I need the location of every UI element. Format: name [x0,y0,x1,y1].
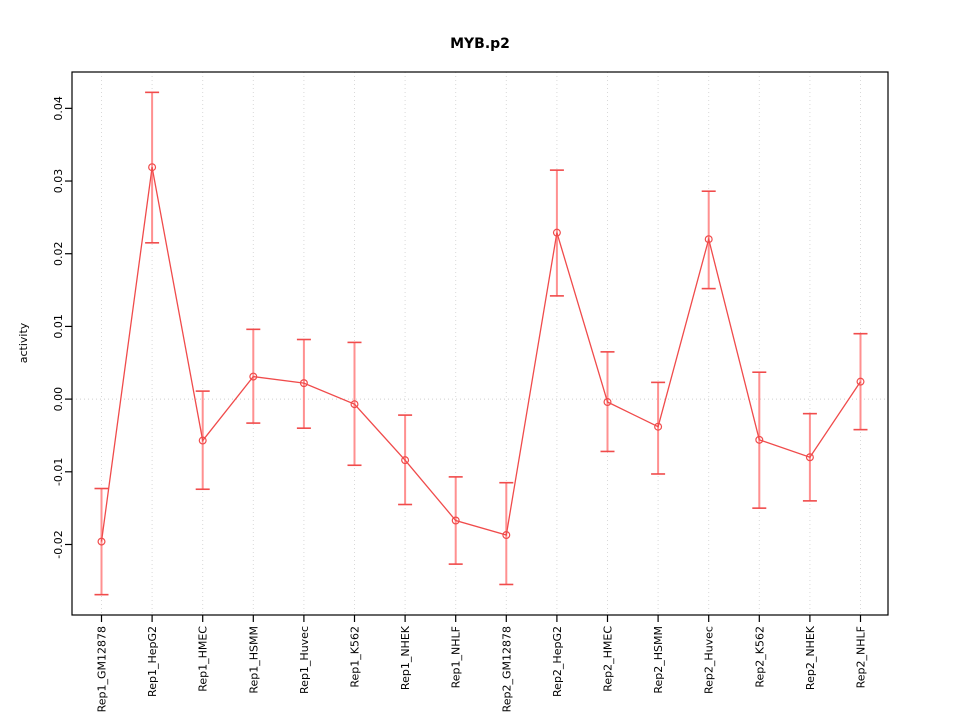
data-point [552,228,561,237]
data-point [654,422,663,431]
x-tick-label: Rep1_GM12878 [96,626,109,712]
data-point [603,398,612,407]
x-tick-label: Rep2_NHEK [804,625,817,690]
data-point [198,436,207,445]
plot-border [71,71,889,616]
series-line [100,167,862,542]
x-tick-label: Rep1_K562 [349,626,362,688]
y-tick-label: -0.01 [52,458,65,486]
data-point [299,379,308,388]
chart-title: MYB.p2 [450,36,510,52]
x-tick-label: Rep1_NHLF [450,626,463,688]
x-tick-label: Rep2_K562 [753,626,766,688]
data-point [350,400,359,409]
x-tick-label: Rep2_HepG2 [551,626,564,697]
x-tick-label: Rep1_NHEK [399,625,412,690]
y-axis-title: activity [17,322,30,363]
data-point [148,163,157,172]
data-point [805,453,814,462]
x-tick-label: Rep1_Huvec [298,626,311,694]
data-point [249,372,258,381]
data-point [451,516,460,525]
x-tick-label: Rep2_NHLF [855,626,868,688]
y-tick-label: 0.04 [52,96,65,121]
x-tick-label: Rep2_Huvec [703,626,716,694]
y-tick-label: 0.01 [52,314,65,339]
y-tick-label: -0.02 [52,530,65,558]
y-tick-label: 0.00 [52,387,65,412]
data-point [502,531,511,540]
data-point [401,456,410,465]
data-point [704,235,713,244]
x-tick-label: Rep1_HepG2 [146,626,159,697]
x-tick-label: Rep1_HMEC [197,626,210,692]
y-tick-label: 0.03 [52,169,65,194]
data-point [856,377,865,386]
y-tick-label: 0.02 [52,241,65,266]
x-tick-label: Rep2_HSMM [652,626,665,694]
x-tick-label: Rep1_HSMM [247,626,260,694]
x-tick-label: Rep2_HMEC [602,626,615,692]
x-tick-label: Rep2_GM12878 [500,626,513,712]
data-point [755,435,764,444]
data-point [97,537,106,546]
